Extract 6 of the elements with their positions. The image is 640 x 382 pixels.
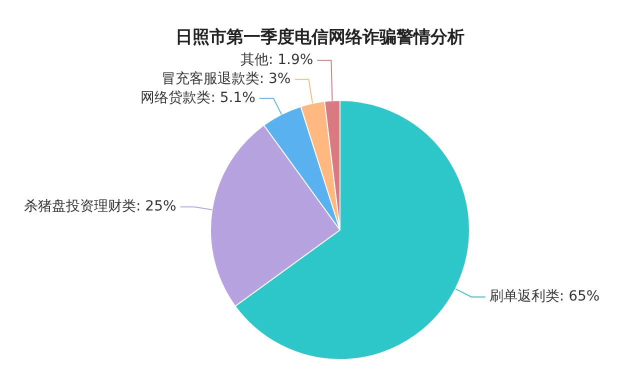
chart-title: 日照市第一季度电信网络诈骗警情分析 bbox=[176, 27, 464, 48]
slice-label: 刷单返利类: 65% bbox=[489, 288, 600, 305]
slice-label: 网络贷款类: 5.1% bbox=[140, 90, 256, 106]
slice-label: 冒充客服退款类: 3% bbox=[161, 71, 291, 88]
slice-label: 其他: 1.9% bbox=[240, 52, 314, 68]
slice-label: 杀猪盘投资理财类: 25% bbox=[24, 198, 176, 215]
